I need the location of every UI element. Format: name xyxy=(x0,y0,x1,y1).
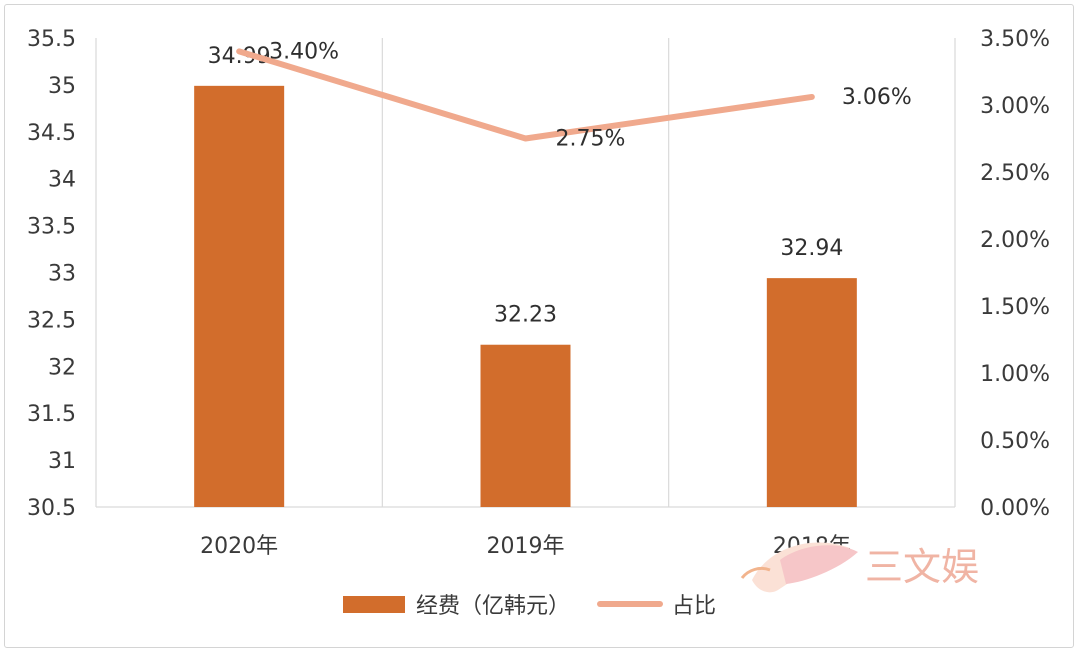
y-left-tick-label: 32 xyxy=(48,355,76,380)
line-data-label: 2.75% xyxy=(556,127,626,152)
legend: 经费（亿韩元） 占比 xyxy=(343,594,716,619)
y-left-tick-label: 34 xyxy=(48,168,76,193)
y-left-tick-label: 33 xyxy=(48,262,76,287)
y-right-tick-label: 0.00% xyxy=(980,496,1050,521)
chart-frame xyxy=(4,4,1074,648)
y-right-tick-label: 2.00% xyxy=(980,228,1050,253)
line-data-label: 3.40% xyxy=(269,39,339,64)
bar-data-label: 32.23 xyxy=(494,303,557,328)
y-left-tick-label: 31 xyxy=(48,449,76,474)
y-left-tick-label: 34.5 xyxy=(27,121,76,146)
y-right-tick-label: 2.50% xyxy=(980,161,1050,186)
x-category-label: 2019年 xyxy=(487,534,565,559)
x-category-label: 2020年 xyxy=(200,534,278,559)
y-right-tick-label: 3.50% xyxy=(980,27,1050,52)
y-right-tick-label: 3.00% xyxy=(980,94,1050,119)
y-right-tick-label: 1.50% xyxy=(980,295,1050,320)
legend-label-bar: 经费（亿韩元） xyxy=(416,594,570,619)
bar xyxy=(766,278,857,507)
legend-label-line: 占比 xyxy=(672,594,716,619)
y-left-tick-label: 31.5 xyxy=(27,402,76,427)
y-right-tick-label: 1.00% xyxy=(980,362,1050,387)
line-data-label: 3.06% xyxy=(842,85,912,110)
y-left-tick-label: 35.5 xyxy=(27,27,76,52)
bar xyxy=(194,85,285,507)
watermark-text: 三文娱 xyxy=(865,545,979,589)
y-left-tick-label: 30.5 xyxy=(27,496,76,521)
watermark-logo: 三文娱 xyxy=(740,542,979,593)
legend-swatch-bar xyxy=(343,596,405,613)
y-right-tick-label: 0.50% xyxy=(980,429,1050,454)
line-series-path xyxy=(236,48,815,142)
bar xyxy=(480,344,571,507)
y-left-tick-label: 35 xyxy=(48,74,76,99)
y-left-tick-label: 32.5 xyxy=(27,308,76,333)
y-left-tick-label: 33.5 xyxy=(27,215,76,240)
bar-data-label: 32.94 xyxy=(780,236,843,261)
